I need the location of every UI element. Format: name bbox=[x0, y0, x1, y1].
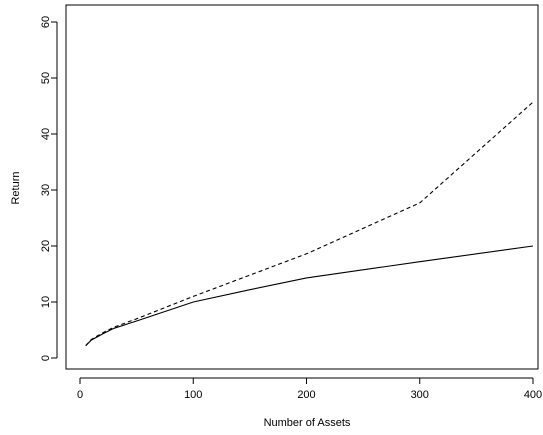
y-tick-label: 30 bbox=[40, 184, 52, 196]
y-tick-label: 10 bbox=[40, 296, 52, 308]
plot-frame bbox=[65, 4, 539, 370]
x-tick-label: 100 bbox=[184, 389, 202, 401]
y-axis-title: Return bbox=[10, 171, 22, 204]
x-tick-label: 200 bbox=[297, 389, 315, 401]
x-tick-label: 300 bbox=[411, 389, 429, 401]
y-axis: 0 10 20 30 40 50 60 bbox=[40, 16, 58, 361]
y-tick-label: 20 bbox=[40, 240, 52, 252]
y-tick-label: 60 bbox=[40, 16, 52, 28]
series-line-dashed bbox=[85, 101, 534, 347]
y-tick-label: 50 bbox=[40, 72, 52, 84]
series-group bbox=[85, 101, 534, 347]
x-tick-label: 400 bbox=[524, 389, 542, 401]
x-axis: 0 100 200 300 400 bbox=[77, 377, 542, 401]
x-tick-label: 0 bbox=[77, 389, 83, 401]
y-tick-label: 40 bbox=[40, 128, 52, 140]
y-tick-label: 0 bbox=[40, 355, 52, 361]
x-axis-title: Number of Assets bbox=[264, 417, 351, 429]
series-line-solid bbox=[85, 245, 534, 347]
